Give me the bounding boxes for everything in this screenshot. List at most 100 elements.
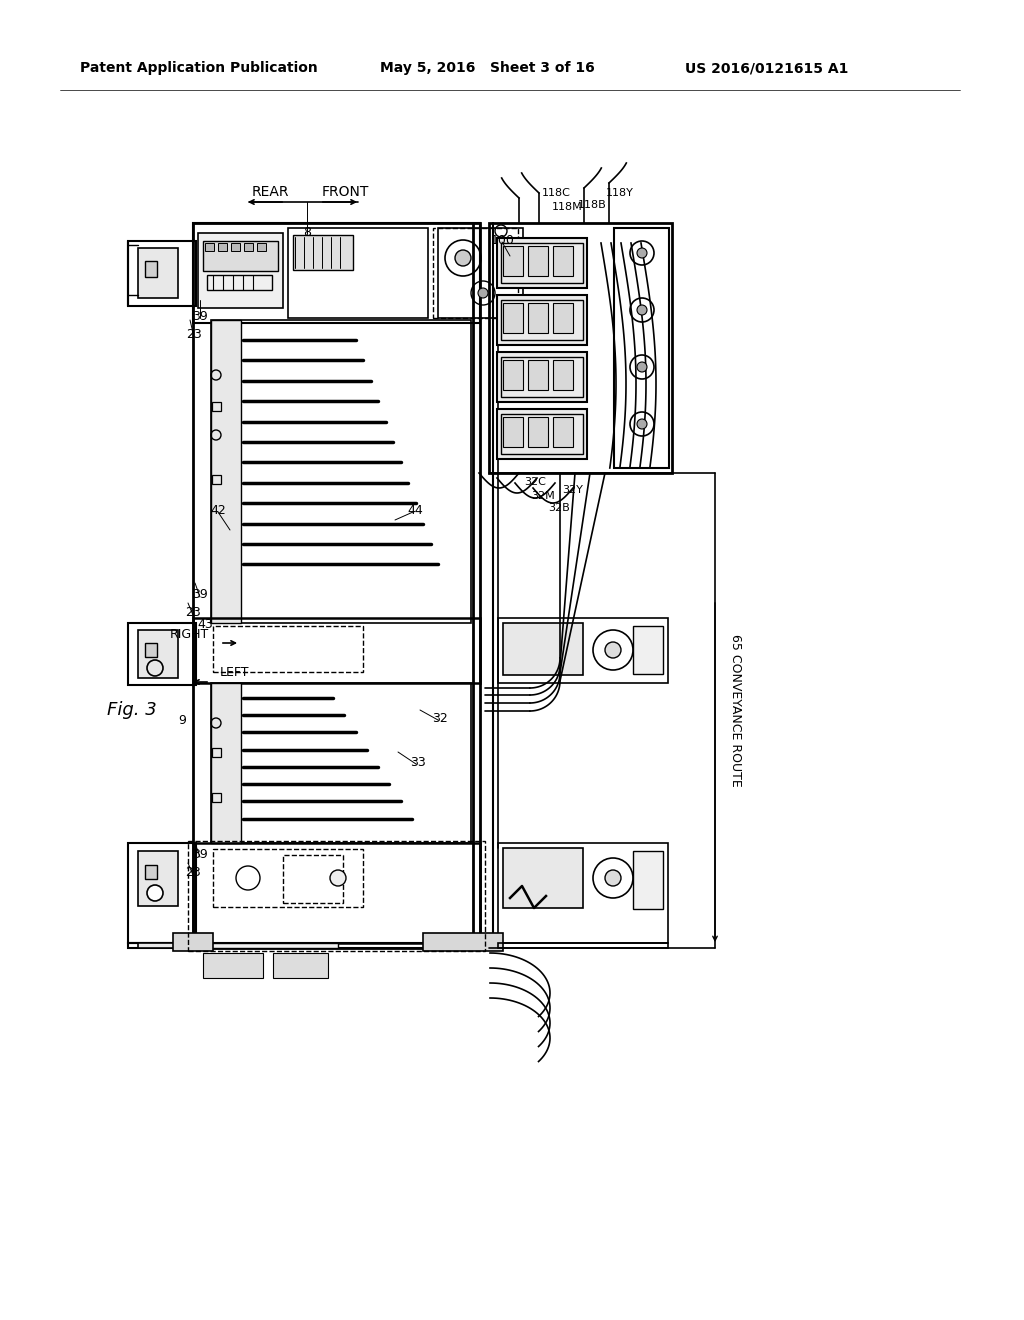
Text: 33: 33 (411, 755, 426, 768)
Circle shape (637, 248, 647, 257)
Text: 32C: 32C (524, 477, 546, 487)
Text: 44: 44 (408, 503, 423, 516)
Circle shape (637, 418, 647, 429)
Text: FRONT: FRONT (322, 185, 369, 199)
Bar (553, 417, 573, 447)
Text: 100: 100 (490, 234, 515, 247)
Bar (273, 953, 328, 978)
Text: 32B: 32B (548, 503, 569, 513)
Bar (138, 630, 178, 678)
Bar (203, 953, 263, 978)
Bar (145, 261, 157, 277)
Bar (438, 228, 523, 318)
Circle shape (478, 288, 488, 298)
Bar (145, 643, 157, 657)
Circle shape (637, 305, 647, 315)
Bar (212, 793, 221, 803)
Bar (128, 942, 196, 948)
Text: REAR: REAR (251, 185, 289, 199)
Bar (553, 246, 573, 276)
Text: 23: 23 (186, 329, 202, 342)
Text: US 2016/0121615 A1: US 2016/0121615 A1 (685, 61, 848, 75)
Bar (497, 409, 587, 459)
Bar (528, 246, 548, 276)
Text: LEFT: LEFT (220, 667, 250, 680)
Bar (211, 682, 471, 843)
Circle shape (605, 642, 621, 657)
Text: 39: 39 (193, 309, 208, 322)
Text: 32Y: 32Y (562, 484, 583, 495)
Text: 32: 32 (432, 711, 447, 725)
Bar (198, 234, 283, 308)
Bar (528, 360, 548, 389)
Text: 39: 39 (193, 849, 208, 862)
Bar (633, 626, 663, 675)
Bar (498, 843, 668, 942)
Bar (145, 865, 157, 879)
Bar (553, 304, 573, 333)
Bar (503, 360, 523, 389)
Text: 118C: 118C (542, 187, 570, 198)
Bar (257, 243, 266, 251)
Bar (288, 228, 428, 318)
Bar (501, 414, 583, 454)
Text: 8: 8 (303, 226, 311, 239)
Bar (211, 682, 241, 843)
Bar (211, 319, 471, 623)
Bar (212, 748, 221, 756)
Text: 23: 23 (185, 866, 201, 879)
Text: RIGHT: RIGHT (170, 627, 209, 640)
Bar (423, 933, 503, 950)
Bar (633, 851, 663, 909)
Bar (138, 248, 178, 298)
Bar (503, 847, 583, 908)
Text: 118M: 118M (552, 202, 583, 213)
Bar (553, 360, 573, 389)
Bar (212, 475, 221, 484)
Bar (211, 319, 241, 623)
Bar (207, 275, 272, 290)
Text: 9: 9 (178, 714, 186, 726)
Text: 32M: 32M (531, 491, 555, 502)
Bar (198, 942, 338, 948)
Bar (128, 242, 196, 306)
Bar (244, 243, 253, 251)
Bar (138, 851, 178, 906)
Bar (203, 242, 278, 271)
Bar (498, 618, 668, 682)
Bar (433, 228, 518, 318)
Text: May 5, 2016   Sheet 3 of 16: May 5, 2016 Sheet 3 of 16 (380, 61, 595, 75)
Bar (173, 933, 213, 950)
Text: Patent Application Publication: Patent Application Publication (80, 61, 317, 75)
Bar (503, 417, 523, 447)
Bar (138, 942, 178, 948)
Bar (497, 238, 587, 288)
Text: 118B: 118B (578, 201, 607, 210)
Bar (614, 228, 669, 469)
Bar (498, 942, 668, 948)
Text: 39: 39 (193, 589, 208, 602)
Bar (128, 623, 196, 685)
Circle shape (147, 884, 163, 902)
Bar (293, 235, 353, 271)
Text: 65 CONVEYANCE ROUTE: 65 CONVEYANCE ROUTE (728, 634, 741, 787)
Bar (212, 403, 221, 411)
Bar (193, 942, 480, 948)
Circle shape (637, 362, 647, 372)
Bar (205, 243, 214, 251)
Circle shape (330, 870, 346, 886)
Bar (497, 352, 587, 403)
Bar (213, 626, 362, 672)
Bar (501, 300, 583, 341)
Bar (193, 223, 480, 323)
Text: 23: 23 (185, 606, 201, 619)
Bar (503, 246, 523, 276)
Bar (128, 843, 196, 942)
Text: Fig. 3: Fig. 3 (106, 701, 157, 719)
Bar (188, 841, 485, 950)
Bar (497, 294, 587, 345)
Bar (528, 417, 548, 447)
Bar (218, 243, 227, 251)
Bar (501, 243, 583, 282)
Bar (231, 243, 240, 251)
